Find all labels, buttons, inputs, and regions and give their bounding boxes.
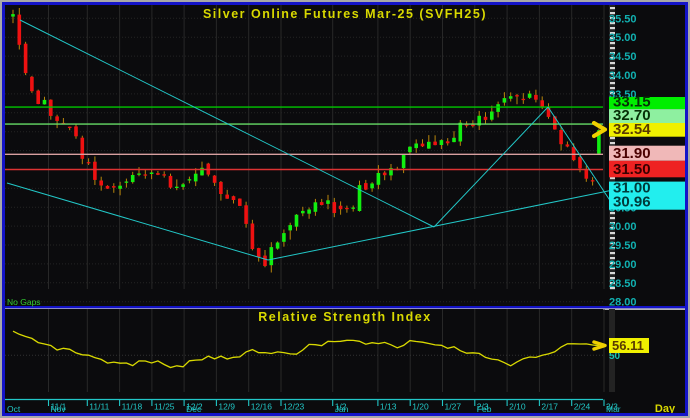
svg-text:2/24: 2/24 bbox=[574, 402, 591, 412]
svg-text:31.50: 31.50 bbox=[613, 161, 651, 178]
svg-text:Day: Day bbox=[655, 403, 676, 413]
svg-text:12/23: 12/23 bbox=[283, 402, 305, 412]
svg-text:12/9: 12/9 bbox=[218, 402, 235, 412]
svg-text:Jan: Jan bbox=[335, 404, 349, 413]
svg-text:30.00: 30.00 bbox=[609, 221, 637, 233]
svg-text:Dec: Dec bbox=[186, 404, 202, 413]
svg-text:Nov: Nov bbox=[51, 404, 67, 413]
svg-text:35.00: 35.00 bbox=[609, 32, 637, 44]
svg-text:31.90: 31.90 bbox=[613, 145, 651, 162]
svg-text:11/18: 11/18 bbox=[122, 402, 143, 412]
svg-text:Silver Online Futures Mar-2: Silver Online Futures Mar-25 (SVFH25) bbox=[203, 7, 487, 21]
svg-text:Mar: Mar bbox=[606, 404, 621, 413]
svg-text:1/20: 1/20 bbox=[412, 402, 429, 412]
svg-text:11/25: 11/25 bbox=[154, 402, 175, 412]
svg-text:35.50: 35.50 bbox=[609, 13, 637, 25]
svg-text:11/11: 11/11 bbox=[89, 402, 109, 412]
svg-text:Feb: Feb bbox=[477, 404, 492, 413]
svg-text:1/13: 1/13 bbox=[380, 402, 397, 412]
svg-text:Relative Strength Index: Relative Strength Index bbox=[258, 310, 431, 324]
svg-text:34.50: 34.50 bbox=[609, 51, 637, 63]
svg-text:29.50: 29.50 bbox=[609, 240, 637, 252]
svg-text:Oct: Oct bbox=[7, 404, 21, 413]
svg-text:2/17: 2/17 bbox=[541, 402, 558, 412]
svg-text:56.11: 56.11 bbox=[612, 338, 644, 353]
svg-text:34.00: 34.00 bbox=[609, 70, 637, 82]
svg-text:29.00: 29.00 bbox=[609, 259, 637, 271]
svg-text:30.96: 30.96 bbox=[613, 194, 651, 211]
svg-text:32.54: 32.54 bbox=[613, 121, 651, 138]
svg-text:28.50: 28.50 bbox=[609, 278, 637, 290]
svg-text:2/10: 2/10 bbox=[509, 402, 526, 412]
svg-text:12/16: 12/16 bbox=[251, 402, 273, 412]
svg-text:No Gaps: No Gaps bbox=[7, 297, 41, 307]
svg-text:1/27: 1/27 bbox=[445, 402, 462, 412]
